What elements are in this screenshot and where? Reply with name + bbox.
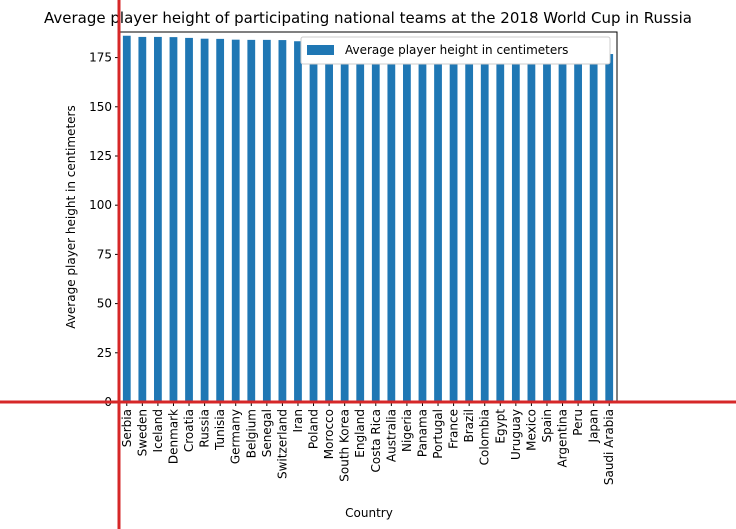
plot-frame: [118, 31, 618, 403]
bar-colombia: [480, 46, 489, 403]
x-tick-label: Brazil: [462, 409, 476, 443]
x-tick-label: Mexico: [524, 409, 538, 451]
x-tick-label: Serbia: [120, 409, 134, 447]
bar-costa-rica: [371, 44, 380, 403]
y-tick-label: 100: [89, 198, 112, 212]
bar-france: [449, 45, 458, 402]
x-tick-label: Argentina: [556, 409, 570, 468]
y-axis-ticks: 0255075100125150175: [89, 51, 119, 409]
bar-egypt: [496, 46, 505, 402]
bar-peru: [574, 48, 582, 402]
y-tick-label: 25: [97, 346, 112, 360]
x-tick-label: Australia: [384, 409, 398, 462]
x-tick-label: Croatia: [182, 409, 196, 452]
legend: Average player height in centimeters: [300, 36, 611, 65]
x-tick-label: Denmark: [166, 409, 180, 464]
x-tick-label: Portugal: [431, 409, 445, 459]
x-tick-label: Spain: [540, 409, 554, 443]
legend-label: Average player height in centimeters: [345, 43, 568, 57]
bar-iceland: [154, 36, 162, 402]
bar-tunisia: [216, 38, 225, 402]
x-axis-ticks: Serbia Sweden Iceland Denmark Croatia Russia T…: [120, 402, 616, 485]
x-tick-label: Egypt: [493, 409, 507, 444]
bar-panama: [418, 44, 427, 403]
x-tick-label: Nigeria: [400, 409, 414, 452]
bar-portugal: [434, 45, 442, 402]
x-tick-label: Senegal: [260, 409, 274, 457]
bar-serbia: [122, 35, 131, 403]
bar-belgium: [247, 39, 256, 402]
legend-swatch: [307, 45, 334, 55]
y-axis-label: Average player height in centimeters: [64, 105, 78, 328]
bar-saudi-arabia: [605, 54, 614, 403]
x-tick-label: Japan: [587, 409, 601, 443]
bar-poland: [309, 41, 318, 403]
y-tick-label: 125: [89, 149, 112, 163]
bar-argentina: [558, 47, 567, 402]
x-axis-label: Country: [345, 506, 393, 520]
bar-australia: [387, 44, 396, 403]
x-tick-label: Saudi Arabia: [602, 409, 616, 485]
bar-mexico: [527, 47, 536, 402]
bar-switzerland: [278, 40, 287, 402]
bars-group: [122, 35, 614, 403]
x-tick-label: Sweden: [135, 409, 149, 456]
bar-morocco: [325, 42, 333, 403]
x-tick-label: England: [353, 409, 367, 458]
bar-iran: [294, 41, 302, 402]
y-tick-label: 50: [97, 297, 112, 311]
x-tick-label: Belgium: [244, 409, 258, 458]
bar-russia: [200, 38, 209, 402]
bar-germany: [231, 39, 240, 402]
bar-south-korea: [340, 43, 349, 403]
x-tick-label: Russia: [198, 409, 212, 448]
x-tick-label: Iran: [291, 409, 305, 432]
x-tick-label: Morocco: [322, 409, 336, 459]
y-tick-label: 175: [89, 51, 112, 65]
x-tick-label: Peru: [571, 409, 585, 436]
y-tick-label: 75: [97, 247, 112, 261]
x-tick-label: France: [447, 409, 461, 449]
bar-denmark: [169, 37, 178, 403]
chart-title: Average player height of participating n…: [44, 9, 692, 27]
y-tick-label: 150: [89, 100, 112, 114]
x-tick-label: South Korea: [338, 409, 352, 482]
bar-sweden: [138, 36, 147, 402]
x-tick-label: Poland: [307, 409, 321, 449]
legend-box: [300, 36, 611, 65]
bar-japan: [589, 50, 598, 402]
bar-croatia: [185, 37, 193, 402]
bar-uruguay: [511, 46, 520, 402]
x-tick-label: Panama: [415, 409, 429, 457]
x-tick-label: Costa Rica: [369, 409, 383, 472]
x-tick-label: Colombia: [478, 409, 492, 465]
x-tick-label: Uruguay: [509, 409, 523, 460]
bar-nigeria: [403, 44, 411, 403]
bar-england: [356, 43, 365, 403]
bar-brazil: [465, 46, 474, 402]
x-tick-label: Iceland: [151, 409, 165, 452]
x-tick-label: Tunisia: [213, 409, 227, 451]
x-tick-label: Switzerland: [275, 409, 289, 479]
bar-senegal: [262, 39, 271, 402]
bar-spain: [543, 47, 551, 402]
x-tick-label: Germany: [229, 409, 243, 464]
